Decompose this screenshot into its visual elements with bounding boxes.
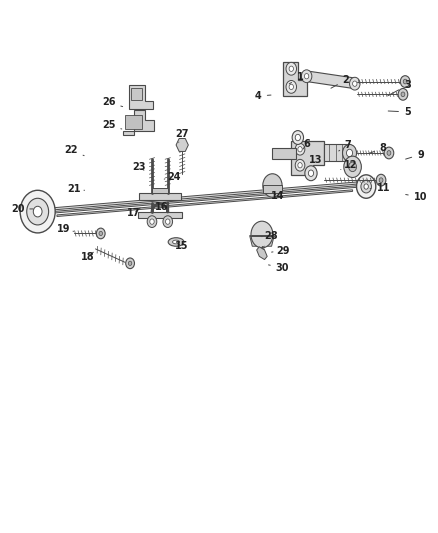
Circle shape bbox=[147, 216, 157, 228]
Circle shape bbox=[398, 88, 408, 100]
Circle shape bbox=[346, 149, 353, 157]
Circle shape bbox=[33, 206, 42, 217]
Text: 16: 16 bbox=[155, 202, 169, 212]
Circle shape bbox=[289, 66, 293, 71]
Circle shape bbox=[301, 70, 312, 83]
Circle shape bbox=[403, 79, 407, 84]
Circle shape bbox=[289, 84, 293, 90]
Circle shape bbox=[343, 144, 357, 161]
Text: 23: 23 bbox=[133, 163, 146, 172]
Text: 15: 15 bbox=[175, 241, 188, 251]
Text: 8: 8 bbox=[368, 143, 387, 154]
Bar bbox=[125, 115, 142, 129]
Polygon shape bbox=[39, 181, 366, 211]
Circle shape bbox=[379, 178, 383, 182]
Circle shape bbox=[357, 175, 376, 198]
Text: 9: 9 bbox=[406, 150, 424, 159]
Bar bbox=[272, 148, 296, 159]
Circle shape bbox=[298, 147, 302, 152]
Circle shape bbox=[96, 228, 105, 239]
Polygon shape bbox=[307, 71, 357, 89]
Circle shape bbox=[286, 62, 297, 75]
Circle shape bbox=[376, 174, 386, 186]
Text: 24: 24 bbox=[164, 172, 181, 182]
Circle shape bbox=[361, 180, 371, 193]
Text: 10: 10 bbox=[406, 192, 427, 202]
Circle shape bbox=[263, 174, 282, 197]
Circle shape bbox=[251, 221, 273, 248]
Circle shape bbox=[292, 131, 304, 144]
Text: 26: 26 bbox=[102, 98, 123, 107]
Circle shape bbox=[128, 261, 132, 265]
Bar bbox=[139, 193, 180, 200]
Circle shape bbox=[166, 219, 170, 224]
Polygon shape bbox=[57, 190, 353, 216]
Text: 6: 6 bbox=[303, 139, 310, 149]
Text: 28: 28 bbox=[262, 231, 279, 240]
Polygon shape bbox=[123, 110, 154, 135]
Text: 5: 5 bbox=[388, 107, 411, 117]
Circle shape bbox=[150, 219, 154, 224]
Circle shape bbox=[298, 163, 302, 168]
Ellipse shape bbox=[173, 240, 180, 244]
Circle shape bbox=[387, 151, 391, 155]
Text: 17: 17 bbox=[127, 208, 140, 218]
Text: 3: 3 bbox=[388, 80, 411, 96]
Circle shape bbox=[305, 166, 317, 181]
Text: 11: 11 bbox=[370, 183, 390, 192]
Text: 14: 14 bbox=[272, 191, 285, 201]
Text: 22: 22 bbox=[64, 146, 84, 156]
Text: 27: 27 bbox=[175, 130, 188, 142]
Polygon shape bbox=[250, 236, 274, 246]
Bar bbox=[138, 212, 182, 219]
Circle shape bbox=[344, 156, 361, 177]
Text: 19: 19 bbox=[57, 224, 74, 234]
Circle shape bbox=[295, 159, 305, 171]
Circle shape bbox=[350, 77, 360, 90]
Text: 25: 25 bbox=[102, 120, 122, 130]
Bar bbox=[324, 144, 350, 161]
Circle shape bbox=[295, 143, 305, 155]
Polygon shape bbox=[291, 141, 324, 175]
Text: 21: 21 bbox=[68, 184, 85, 194]
Circle shape bbox=[353, 81, 357, 86]
Circle shape bbox=[384, 147, 394, 159]
Text: 12: 12 bbox=[341, 160, 357, 170]
Ellipse shape bbox=[168, 238, 184, 246]
Circle shape bbox=[295, 134, 300, 141]
Text: 4: 4 bbox=[255, 91, 271, 101]
Text: 2: 2 bbox=[331, 75, 350, 88]
Bar bbox=[263, 185, 282, 193]
Polygon shape bbox=[48, 185, 361, 214]
Circle shape bbox=[99, 231, 102, 236]
Circle shape bbox=[27, 198, 49, 225]
Text: 20: 20 bbox=[11, 204, 33, 214]
Circle shape bbox=[400, 76, 410, 87]
Text: 29: 29 bbox=[272, 246, 289, 255]
Circle shape bbox=[20, 190, 55, 233]
Circle shape bbox=[308, 170, 314, 176]
Text: 1: 1 bbox=[289, 72, 304, 84]
Circle shape bbox=[349, 162, 357, 172]
Text: 18: 18 bbox=[81, 252, 95, 262]
Circle shape bbox=[163, 216, 173, 228]
Polygon shape bbox=[176, 139, 188, 151]
Polygon shape bbox=[129, 85, 153, 109]
Circle shape bbox=[401, 92, 405, 96]
Polygon shape bbox=[283, 62, 307, 96]
Text: 30: 30 bbox=[268, 263, 289, 272]
Polygon shape bbox=[131, 88, 142, 100]
Polygon shape bbox=[257, 247, 267, 260]
Text: 7: 7 bbox=[339, 140, 352, 151]
Circle shape bbox=[126, 258, 134, 269]
Circle shape bbox=[304, 74, 309, 79]
Text: 13: 13 bbox=[309, 155, 322, 165]
Circle shape bbox=[364, 184, 368, 189]
Bar bbox=[152, 188, 168, 193]
Circle shape bbox=[286, 80, 297, 93]
